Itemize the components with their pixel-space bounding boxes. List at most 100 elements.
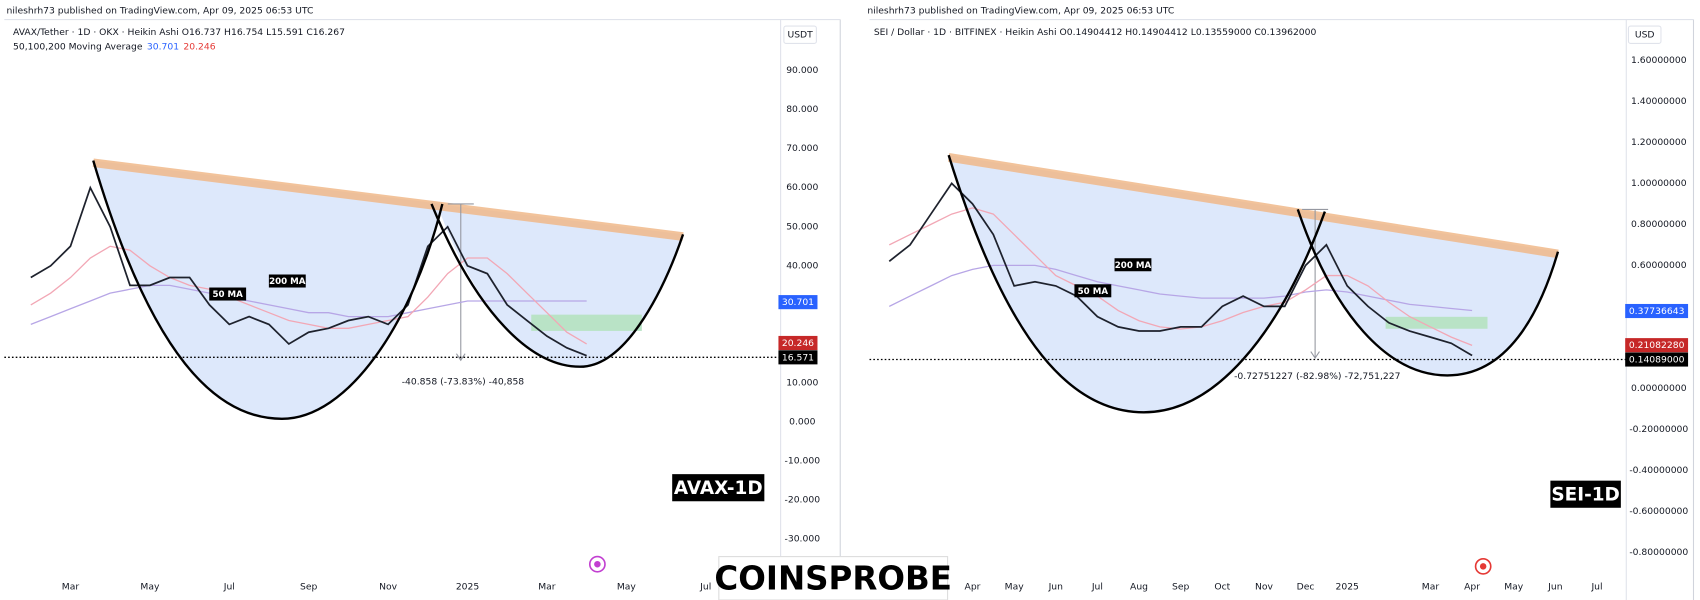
price-label-box <box>1625 303 1689 319</box>
legend-part: 50,100,200 Moving Average <box>13 41 143 52</box>
x-tick-label: Jul <box>699 581 711 592</box>
x-tick-label: Apr <box>965 581 981 592</box>
symbol-title: AVAX/Tether · 1D · OKX · Heikin Ashi O16… <box>13 27 345 38</box>
y-tick-label: 1.00000000 <box>1631 178 1687 189</box>
price-label: 0.37736643 <box>1629 306 1685 317</box>
price-label: 30.701 <box>782 297 814 308</box>
x-tick-label: 2025 <box>1336 581 1360 592</box>
price-label: 0.21082280 <box>1629 340 1685 351</box>
x-tick-label: Apr <box>1464 581 1480 592</box>
y-tick-label: 1.40000000 <box>1631 96 1687 107</box>
moving-average-line <box>30 284 587 326</box>
y-tick-label: -0.20000000 <box>1629 424 1688 435</box>
y-tick-label: -0.40000000 <box>1629 465 1688 476</box>
icon-dot <box>594 560 601 568</box>
legend-part: 20.246 <box>183 41 215 52</box>
y-tick-label: 50.000 <box>786 221 818 232</box>
cup-curve <box>1296 209 1560 377</box>
support-zone <box>1385 316 1488 329</box>
cup-fill <box>93 160 443 419</box>
price-line <box>30 185 587 357</box>
watermark: SEI-1D <box>1551 484 1619 505</box>
x-tick-label: Jun <box>1048 581 1064 592</box>
x-tick-label: Jul <box>223 581 235 592</box>
y-tick-label: 90.000 <box>786 65 818 76</box>
y-tick-label: 60.000 <box>786 182 818 193</box>
currency-box <box>783 25 817 44</box>
y-tick-label: 80.000 <box>786 104 818 115</box>
currency-box <box>1627 25 1662 44</box>
x-tick-label: Aug <box>1130 581 1148 592</box>
y-tick-label: -20.000 <box>785 495 821 506</box>
cup-curve <box>947 154 1326 414</box>
icon-dot <box>1479 563 1487 570</box>
published-note: nileshrh73 published on TradingView.com,… <box>867 5 1174 16</box>
cup-fill <box>1297 210 1558 376</box>
y-tick-label: -0.60000000 <box>1629 506 1688 517</box>
resistance-trendline <box>92 158 684 241</box>
x-tick-label: May <box>617 581 637 592</box>
watermark-box <box>1550 480 1621 508</box>
measure-label: -40.858 (-73.83%) -40,858 <box>402 376 525 387</box>
x-tick-label: May <box>1005 581 1025 592</box>
watermark: AVAX-1D <box>674 478 763 499</box>
ma-label: 200 MA <box>269 277 306 287</box>
price-label-box <box>1625 338 1689 353</box>
x-tick-label: May <box>140 581 160 592</box>
measure-arrow <box>455 353 466 362</box>
ma-label: 50 MA <box>1078 287 1109 297</box>
x-tick-label: Mar <box>538 581 556 592</box>
measure-arrow <box>1310 351 1320 360</box>
ma-legend: 50,100,200 Moving Average 30.701 20.246 <box>13 41 216 52</box>
y-tick-label: 0.80000000 <box>1631 219 1687 230</box>
x-tick-label: Jun <box>1547 581 1563 592</box>
x-tick-label: Dec <box>1297 581 1315 592</box>
price-line <box>888 182 1473 357</box>
x-tick-label: Oct <box>1214 581 1230 592</box>
x-tick-label: 2025 <box>456 581 480 592</box>
y-tick-label: -0.80000000 <box>1629 547 1688 558</box>
x-tick-label: Sep <box>1172 581 1189 592</box>
ma-label-bg <box>1074 284 1112 298</box>
y-tick-label: 0.60000000 <box>1631 260 1687 271</box>
chart-panel: -0.72751227 (-82.98%) -72,751,227 200 MA 5… <box>867 5 1695 600</box>
x-tick-label: Jul <box>1091 581 1103 592</box>
price-label-box <box>778 350 818 365</box>
price-label: 0.14089000 <box>1629 355 1685 366</box>
brand: COINSPROBE <box>714 559 952 597</box>
x-tick-label: Sep <box>300 581 317 592</box>
y-tick-label: 70.000 <box>786 143 818 154</box>
ma-label-bg <box>268 274 306 288</box>
support-zone <box>531 314 642 331</box>
cup-curve <box>92 160 444 421</box>
cup-curve <box>430 203 685 368</box>
x-tick-label: Nov <box>379 581 398 592</box>
ma-label-bg <box>209 287 247 301</box>
y-tick-label: 0.00000000 <box>1631 383 1687 394</box>
y-tick-label: -10.000 <box>785 456 821 467</box>
y-tick-label: 40.000 <box>786 260 818 271</box>
measure-label: -0.72751227 (-82.98%) -72,751,227 <box>1234 371 1400 382</box>
watermark-box <box>672 474 765 502</box>
symbol-title: SEI / Dollar · 1D · BITFINEX · Heikin As… <box>874 27 1317 38</box>
ma-label-bg <box>1114 258 1152 272</box>
price-label-box <box>778 295 818 310</box>
currency: USDT <box>787 30 813 41</box>
published-note: nileshrh73 published on TradingView.com,… <box>7 5 314 16</box>
cup-fill <box>948 155 1325 413</box>
x-tick-label: Jul <box>1590 581 1602 592</box>
resistance-trendline <box>947 153 1559 259</box>
price-label-box <box>1625 352 1689 367</box>
x-tick-label: Nov <box>1255 581 1274 592</box>
x-tick-label: May <box>1504 581 1524 592</box>
price-label-box <box>778 335 818 351</box>
y-tick-label: 0.000 <box>789 417 815 428</box>
x-tick-label: Mar <box>62 581 80 592</box>
ma-label: 200 MA <box>1115 261 1152 271</box>
legend-part: 30.701 <box>147 41 179 52</box>
price-label: 20.246 <box>782 338 814 349</box>
price-label: 16.571 <box>782 352 814 363</box>
ma-label: 50 MA <box>212 290 243 300</box>
currency: USD <box>1635 30 1655 41</box>
